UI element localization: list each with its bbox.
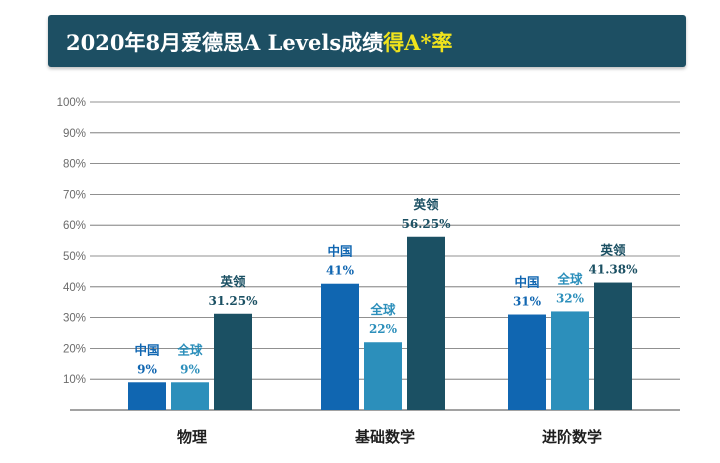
y-tick-label: 80% — [63, 159, 86, 171]
bar — [321, 283, 359, 410]
y-tick-label: 50% — [63, 251, 86, 263]
y-tick-label: 20% — [63, 343, 86, 355]
y-tick-label: 90% — [63, 128, 86, 140]
bar — [407, 236, 445, 410]
data-label: 9% — [137, 362, 157, 376]
y-tick-label: 70% — [63, 189, 86, 201]
y-tick-label: 60% — [63, 220, 86, 232]
data-label: 41% — [326, 264, 355, 278]
bar — [508, 314, 546, 410]
data-label: 22% — [369, 322, 398, 336]
y-tick-label: 30% — [63, 313, 86, 325]
y-tick-label: 10% — [63, 374, 86, 386]
data-label: 31% — [513, 295, 542, 309]
bar — [594, 282, 632, 410]
series-label: 全球 — [369, 302, 396, 317]
x-category-label: 进阶数学 — [542, 428, 602, 446]
series-label: 全球 — [176, 342, 203, 357]
data-label: 56.25% — [402, 217, 452, 231]
series-label: 英领 — [220, 274, 246, 289]
chart-title-main: 2020年8月爱德思A Levels成绩 — [66, 30, 384, 55]
data-label: 32% — [556, 291, 585, 305]
bar — [171, 382, 209, 410]
title-banner: 2020年8月爱德思A Levels成绩得A*率 — [48, 15, 686, 67]
data-label: 31.25% — [209, 294, 259, 308]
y-tick-label: 40% — [63, 282, 86, 294]
bar — [214, 313, 252, 410]
y-tick-label: 100% — [57, 97, 86, 109]
series-label: 中国 — [327, 244, 352, 259]
data-label: 41.38% — [589, 263, 639, 277]
series-label: 中国 — [514, 275, 539, 290]
bar — [128, 382, 166, 410]
data-label: 9% — [180, 362, 200, 376]
series-label: 全球 — [556, 271, 583, 286]
series-label: 中国 — [134, 342, 159, 357]
series-label: 英领 — [600, 243, 626, 258]
chart-title: 2020年8月爱德思A Levels成绩得A*率 — [66, 27, 452, 57]
x-category-label: 物理 — [177, 428, 207, 446]
x-category-label: 基础数学 — [354, 428, 415, 446]
bar — [551, 311, 589, 410]
bar — [364, 342, 402, 410]
chart-title-highlight: 得A*率 — [383, 30, 453, 55]
series-label: 英领 — [413, 197, 439, 212]
